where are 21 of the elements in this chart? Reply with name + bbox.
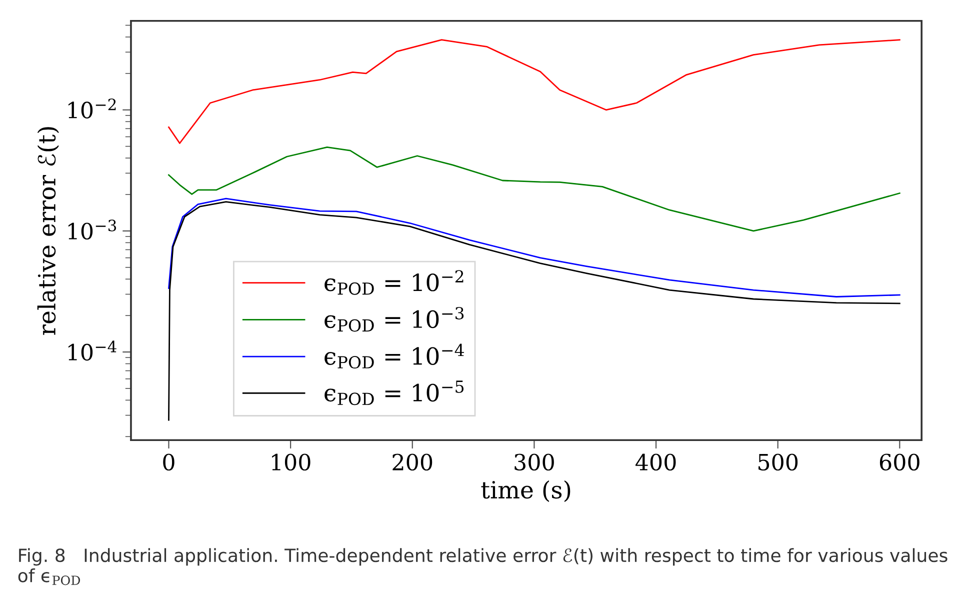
line-series — [168, 39, 900, 144]
line-series — [168, 146, 900, 232]
x-axis-title: time (s) — [481, 480, 570, 502]
y-tick-label: 10$^{−4}$ — [68, 340, 116, 361]
y-tick-label: 10$^{−3}$ — [68, 220, 116, 240]
caption: Fig. 8 Industrial application. Time-dependent relative error ℰ(t) with respect to time for various values of ϵ$_{POD}$ — [18, 548, 948, 586]
x-tick-label: 200 — [392, 454, 432, 471]
x-tick-label: 500 — [758, 454, 798, 471]
x-tick-label: 100 — [272, 454, 310, 471]
x-tick-label: 400 — [635, 454, 676, 471]
x-tick-label: 0 — [163, 454, 174, 471]
legend-label: ϵ$_{POD}$ = 10$^{−3}$ — [324, 306, 464, 332]
y-axis-title: relative error ℰ(t) — [37, 127, 59, 335]
legend-label: ϵ$_{POD}$ = 10$^{−5}$ — [324, 380, 464, 406]
line-series — [168, 201, 900, 421]
x-tick-label: 300 — [514, 454, 554, 471]
x-tick-label: 600 — [880, 454, 920, 471]
legend-label: ϵ$_{POD}$ = 10$^{−4}$ — [324, 344, 464, 369]
line-series — [168, 198, 900, 298]
legend-label: ϵ$_{POD}$ = 10$^{−2}$ — [324, 270, 464, 295]
y-tick-label: 10$^{−2}$ — [68, 98, 116, 118]
